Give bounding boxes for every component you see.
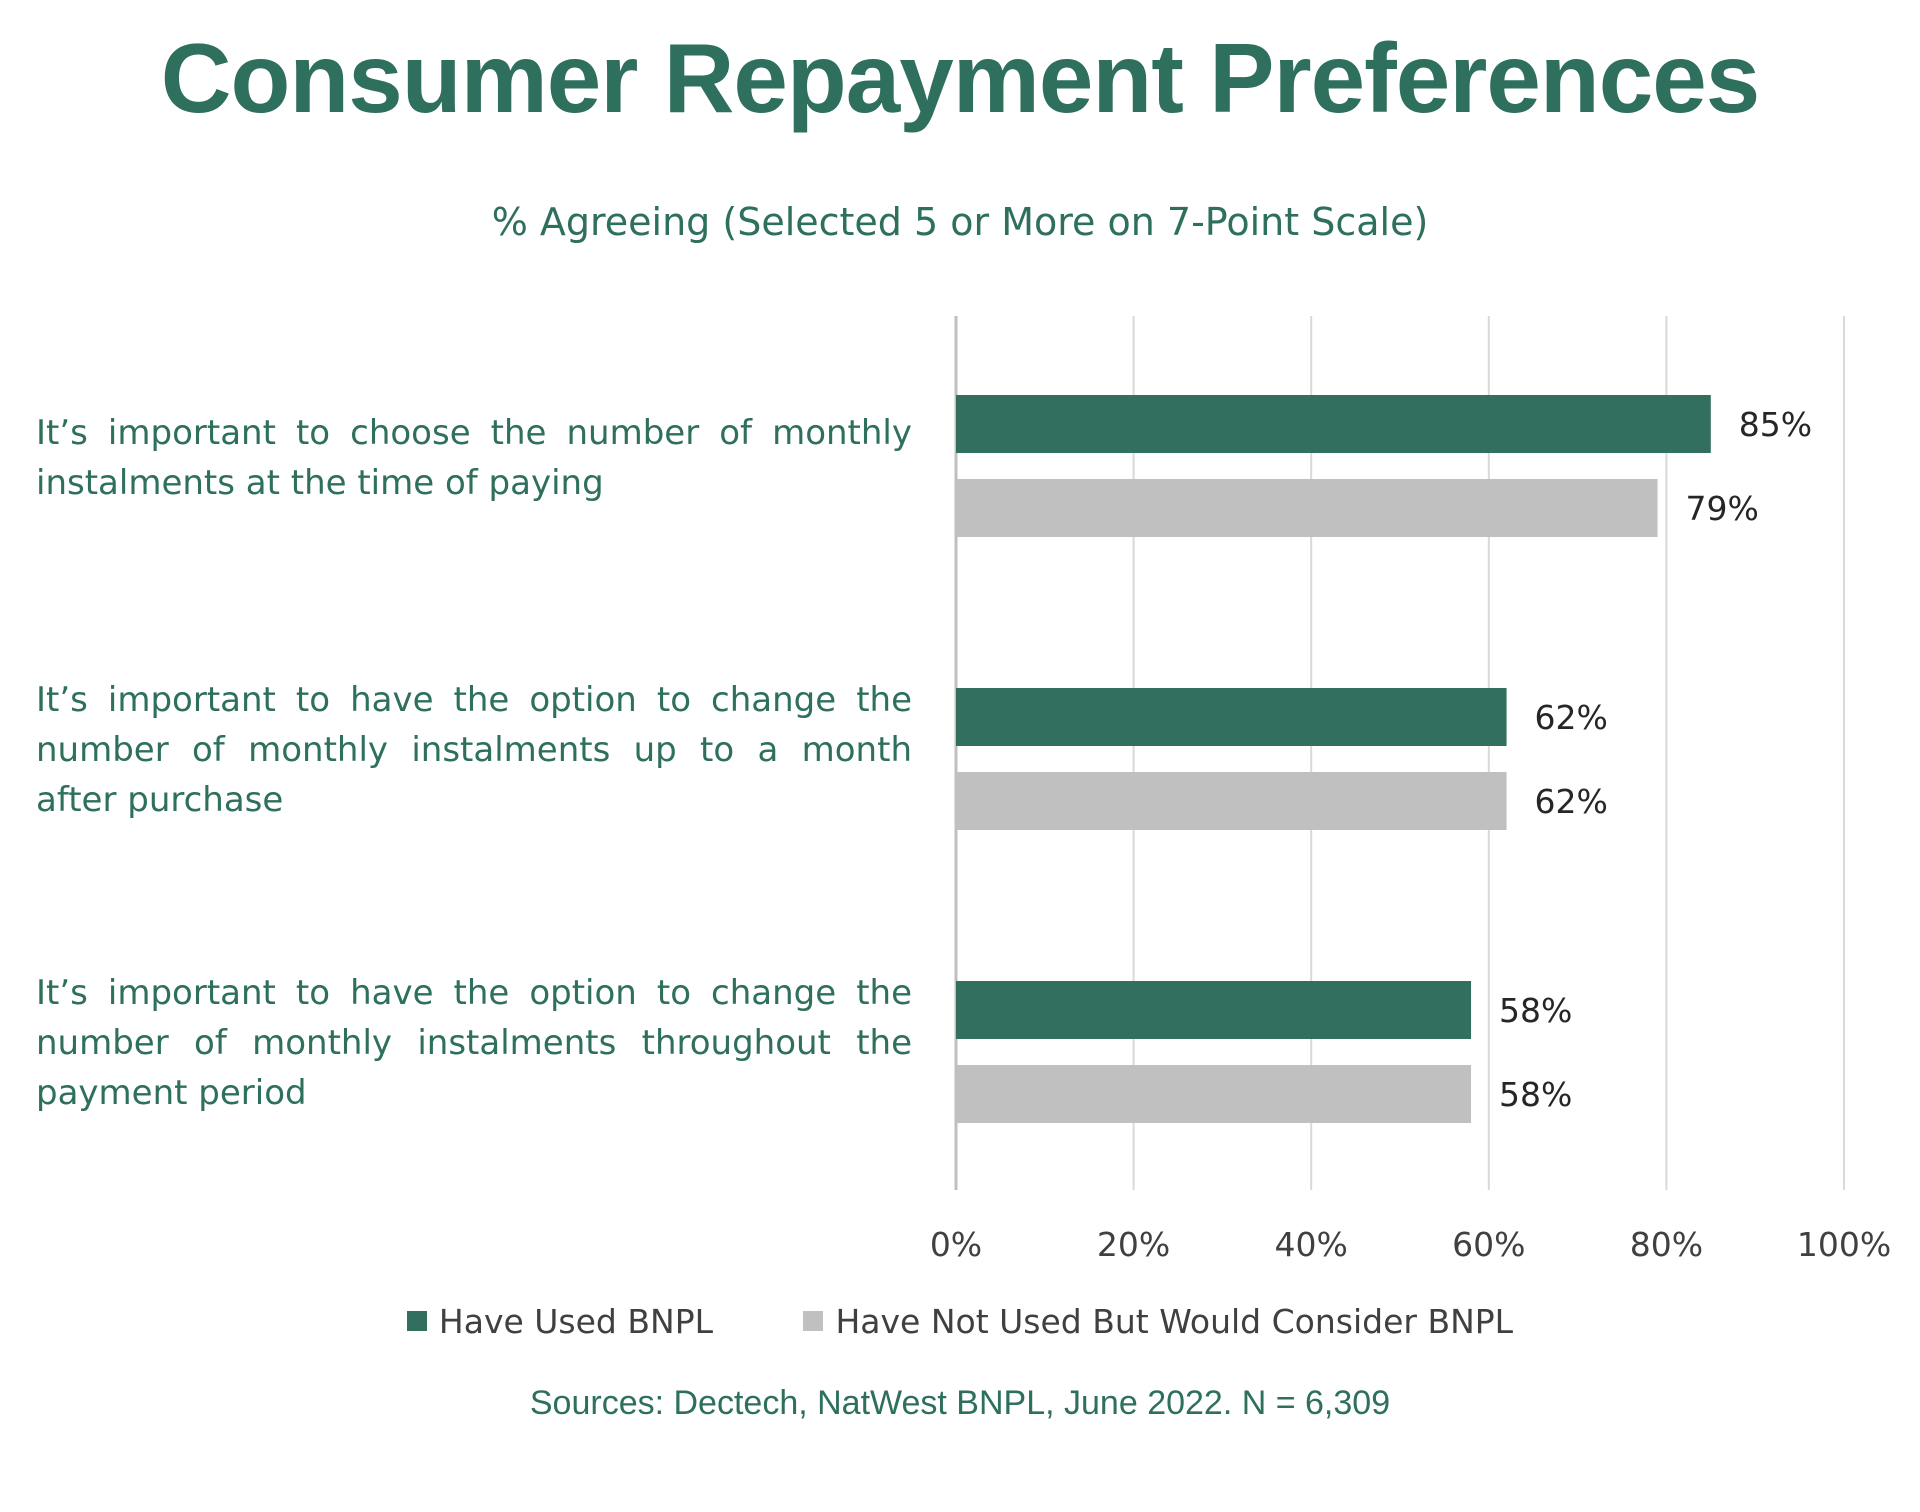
data-label: 58%: [1499, 991, 1572, 1030]
x-tick-label: 20%: [1097, 1225, 1170, 1264]
legend-swatch-have-used: [406, 1311, 427, 1331]
legend-item-have-used: Have Used BNPL: [406, 1301, 713, 1341]
source-note: Sources: Dectech, NatWest BNPL, June 202…: [529, 1384, 1391, 1422]
legend-swatch-would-consider: [803, 1311, 824, 1331]
data-label: 62%: [1535, 782, 1608, 821]
data-label: 58%: [1499, 1075, 1572, 1114]
x-tick-label: 40%: [1275, 1225, 1348, 1264]
category-label-3: It’s important to have the option to cha…: [36, 973, 912, 1113]
bar: [956, 395, 1711, 453]
legend-label-have-used: Have Used BNPL: [438, 1301, 713, 1341]
chart-subtitle: % Agreeing (Selected 5 or More on 7-Poin…: [491, 200, 1429, 244]
bar: [956, 1065, 1472, 1123]
legend-label-would-consider: Have Not Used But Would Consider BNPL: [835, 1301, 1514, 1341]
data-label: 79%: [1686, 489, 1759, 528]
bar: [956, 772, 1507, 830]
x-tick-label: 80%: [1630, 1225, 1703, 1264]
data-label: 85%: [1739, 405, 1812, 444]
x-tick-label: 60%: [1452, 1225, 1525, 1264]
x-tick-label: 0%: [930, 1225, 982, 1264]
x-tick-label: 100%: [1797, 1225, 1891, 1264]
category-label-1: It’s important to choose the number of m…: [36, 413, 912, 503]
bar: [956, 688, 1507, 746]
bar: [956, 981, 1472, 1039]
bar: [956, 479, 1658, 537]
category-label-2: It’s important to have the option to cha…: [36, 680, 912, 820]
legend-item-would-consider: Have Not Used But Would Consider BNPL: [803, 1302, 1513, 1341]
chart-title: Consumer Repayment Preferences: [160, 23, 1761, 133]
legend: Have Used BNPL Have Not Used But Would C…: [0, 1300, 1920, 1341]
data-label: 62%: [1535, 698, 1608, 737]
